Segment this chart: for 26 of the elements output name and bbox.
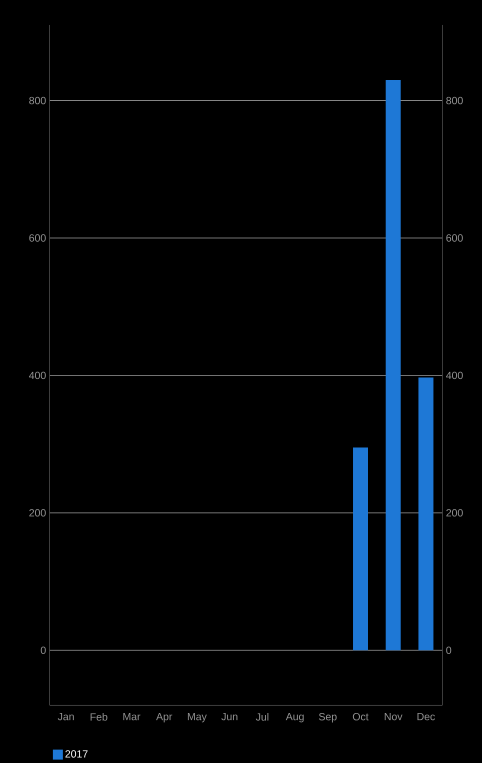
y2-tick-label: 600: [446, 234, 463, 242]
y2-tick-label: 400: [446, 372, 463, 380]
x-tick-label: Nov: [384, 713, 402, 720]
y-tick-label: 800: [29, 96, 46, 104]
x-tick-label: Mar: [123, 713, 140, 720]
x-tick-label: Dec: [417, 713, 435, 720]
x-tick-label: Jun: [221, 713, 238, 720]
bar: [386, 80, 401, 650]
x-tick-label: Oct: [352, 713, 368, 720]
x-tick-label: May: [188, 713, 207, 722]
x-tick-label: Feb: [90, 712, 108, 721]
legend-label: 2017: [65, 750, 88, 758]
y2-tick-label: 200: [446, 509, 463, 517]
x-tick-label: Aug: [286, 713, 304, 722]
y2-tick-label: 800: [446, 96, 463, 104]
bar: [418, 377, 434, 650]
y2-tick-label: 0: [446, 646, 452, 654]
x-tick-label: Jul: [256, 712, 268, 721]
y-tick-label: 600: [29, 234, 46, 242]
y-tick-label: 400: [28, 372, 46, 380]
x-tick-label: Apr: [156, 713, 172, 722]
x-tick-label: Jan: [58, 713, 74, 720]
x-tick-label: Sep: [318, 713, 337, 722]
y-tick-label: 0: [40, 646, 46, 654]
bar: [352, 448, 368, 650]
y-tick-label: 200: [29, 509, 46, 517]
